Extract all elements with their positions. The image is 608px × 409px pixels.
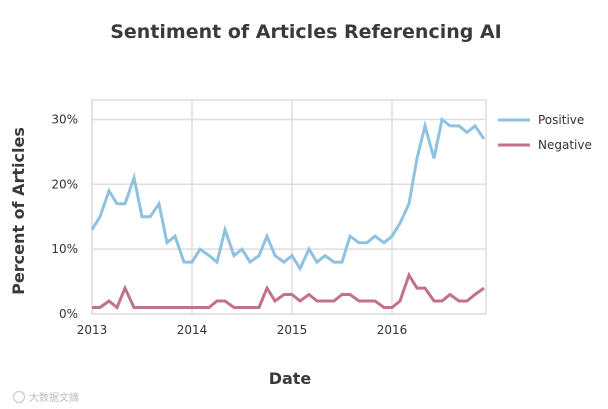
watermark-logo-icon xyxy=(12,390,26,404)
x-tick-label: 2014 xyxy=(177,323,208,337)
y-tick-label: 0% xyxy=(59,307,78,321)
x-tick-label: 2013 xyxy=(77,323,108,337)
series-lines xyxy=(90,116,486,310)
y-tick-label: 20% xyxy=(51,177,78,191)
y-tick-label: 10% xyxy=(51,242,78,256)
y-axis-label: Percent of Articles xyxy=(9,127,28,295)
watermark: 大数据文摘 xyxy=(12,390,79,404)
series-line-positive xyxy=(90,116,486,272)
gridlines xyxy=(91,100,486,315)
legend-label-positive: Positive xyxy=(538,113,584,127)
legend-label-negative: Negative xyxy=(538,138,592,152)
y-tick-labels: 0% 10% 20% 30% xyxy=(51,112,78,321)
legend: Positive Negative xyxy=(498,113,592,152)
y-tick-label: 30% xyxy=(51,112,78,126)
x-tick-label: 2015 xyxy=(277,323,308,337)
chart-title: Sentiment of Articles Referencing AI xyxy=(110,21,502,43)
series-line-negative xyxy=(92,271,485,310)
watermark-text: 大数据文摘 xyxy=(29,391,79,404)
x-axis-label: Date xyxy=(269,369,312,388)
x-tick-labels: 2013 2014 2015 2016 xyxy=(77,323,408,337)
x-tick-label: 2016 xyxy=(377,323,408,337)
